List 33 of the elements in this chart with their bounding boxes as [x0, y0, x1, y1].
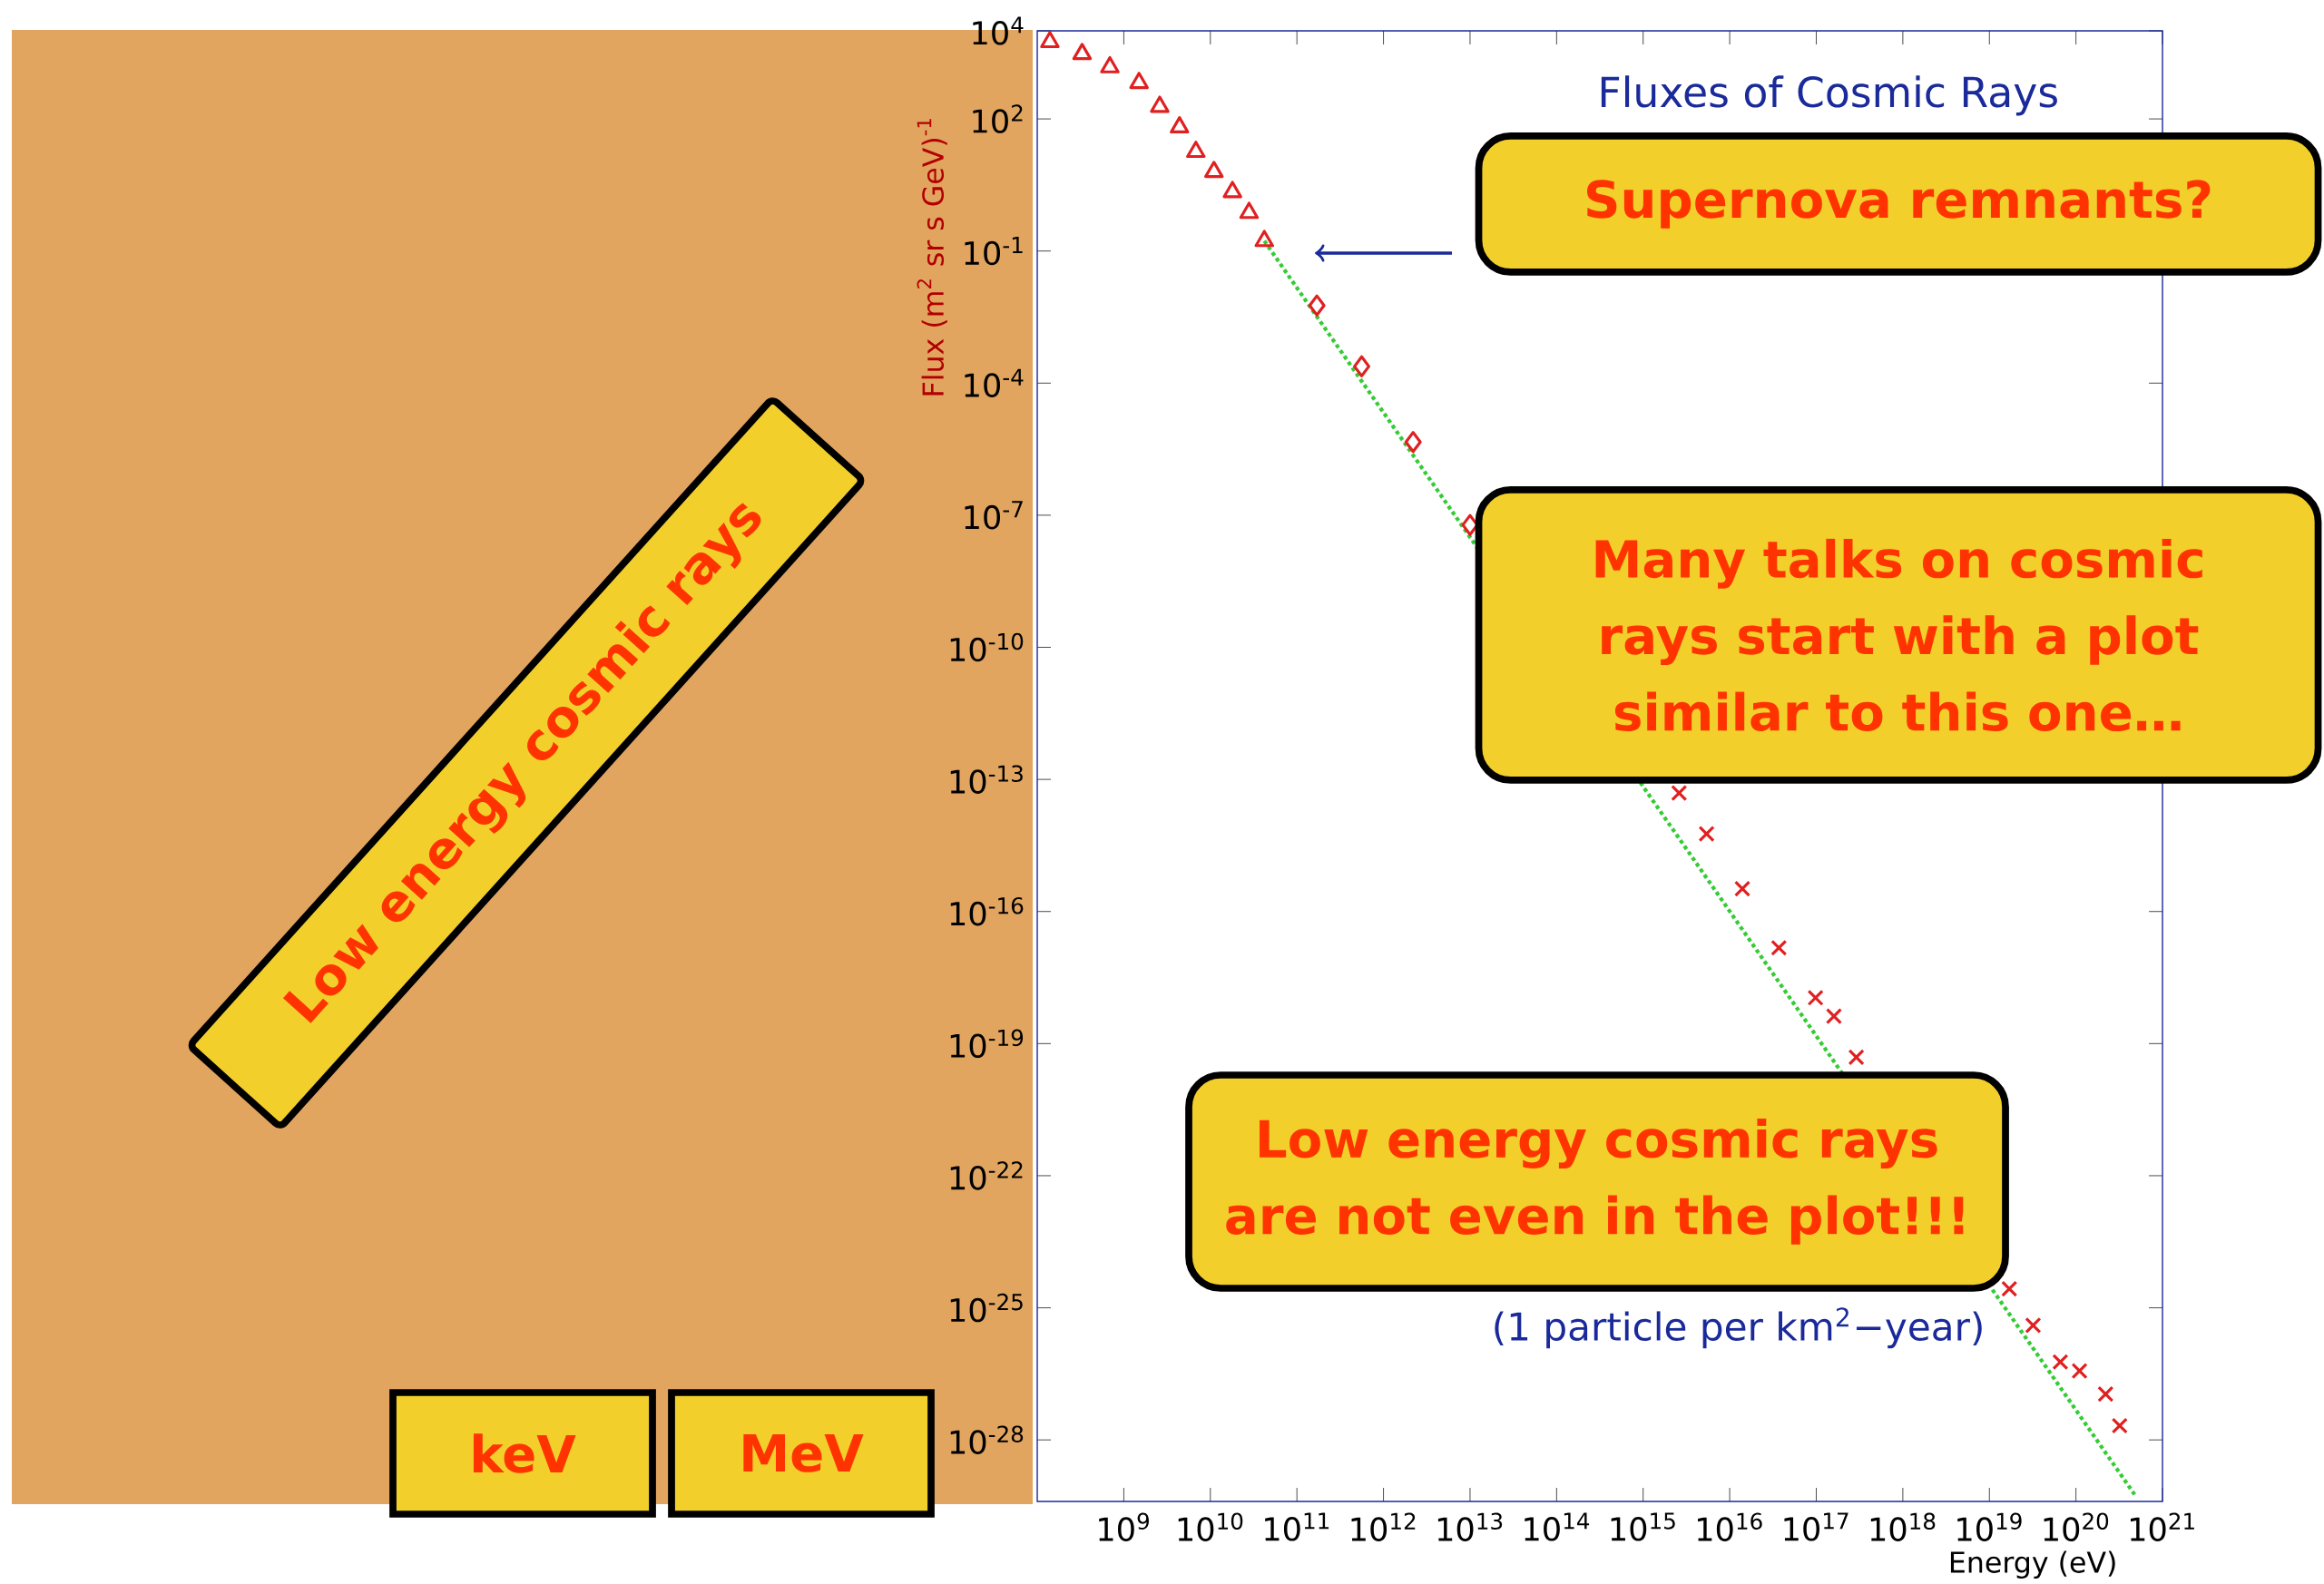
x-tick-label: 10$^{13}$	[1437, 1512, 1503, 1541]
x-tick-label: 10$^{20}$	[2044, 1512, 2109, 1541]
x-tick-label: 10$^{17}$	[1784, 1512, 1848, 1541]
y-tick-label: 10$^{-25}$	[950, 1293, 1023, 1323]
x-axis-title: Energy (eV)	[1950, 1550, 2115, 1579]
x-tick-label: 10$^{10}$	[1178, 1512, 1243, 1541]
y-tick-label: 10$^{-1}$	[965, 237, 1023, 266]
text: Fluxes of Cosmic Rays	[1601, 75, 2057, 116]
text: MeV	[743, 1434, 864, 1472]
annotation: Many talks on cosmic rays start with a plot similar to this one…	[1595, 538, 2202, 732]
y-tick-label: 10$^{-13}$	[950, 765, 1023, 794]
y-tick-label: 10$^{-4}$	[965, 368, 1024, 397]
annotation: (1 particle per km$^{2}$−year)	[1495, 1307, 1982, 1349]
y-tick-label: 10$^{-7}$	[965, 501, 1023, 530]
x-tick-label: 10$^{16}$	[1698, 1512, 1762, 1541]
y-axis-title: Flux (m$^{2}$ sr s GeV)$^{-1}$	[917, 119, 947, 396]
y-tick-label: 10$^{2}$	[973, 104, 1023, 133]
x-tick-label: 10$^{14}$	[1525, 1512, 1590, 1541]
x-tick-label: 10$^{11}$	[1265, 1512, 1329, 1541]
y-tick-label: 10$^{-28}$	[950, 1425, 1024, 1454]
x-tick-label: 10$^{9}$	[1099, 1512, 1149, 1541]
y-tick-label: 10$^{-10}$	[950, 632, 1024, 662]
x-tick-label: 10$^{21}$	[2131, 1512, 2194, 1541]
y-tick-label: 10$^{-22}$	[950, 1161, 1023, 1190]
annotation: Supernova remnants?	[1586, 180, 2211, 229]
x-tick-label: 10$^{12}$	[1351, 1512, 1416, 1541]
x-tick-label: 10$^{19}$	[1957, 1512, 2022, 1541]
text: keV	[473, 1433, 576, 1473]
x-tick-label: 10$^{18}$	[1870, 1512, 1936, 1541]
y-tick-label: 10$^{-16}$	[950, 896, 1024, 926]
annotation: Low energy cosmic rays are not even in the plot!!!	[1226, 1119, 1964, 1245]
x-tick-label: 10$^{15}$	[1611, 1512, 1675, 1541]
y-tick-label: 10$^{-19}$	[950, 1029, 1024, 1059]
